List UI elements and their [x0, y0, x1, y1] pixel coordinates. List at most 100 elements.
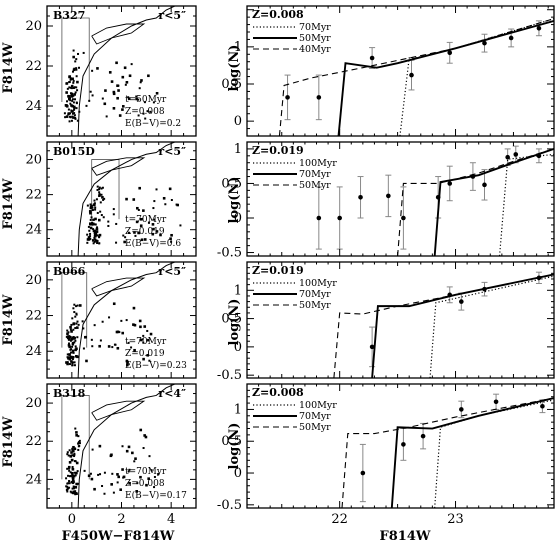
star-point — [72, 480, 75, 484]
star-point — [91, 69, 94, 72]
star-point — [112, 90, 116, 94]
star-point — [115, 61, 118, 65]
star-point — [76, 326, 79, 329]
star-point — [77, 66, 80, 69]
star-point — [117, 89, 120, 92]
star-point — [69, 92, 72, 95]
star-point — [67, 357, 70, 360]
star-point — [86, 204, 89, 207]
star-point — [98, 186, 101, 189]
star-point — [93, 232, 96, 235]
star-point — [132, 323, 135, 326]
star-point — [74, 427, 77, 430]
isochrone-line — [77, 384, 177, 508]
star-point — [91, 221, 94, 224]
star-point — [68, 363, 71, 366]
star-point — [72, 361, 75, 364]
star-point — [77, 448, 80, 451]
star-point — [127, 97, 131, 100]
star-point — [157, 473, 160, 476]
y-tick-label: 0 — [234, 466, 242, 481]
star-point — [70, 323, 73, 326]
star-point — [114, 343, 117, 346]
star-point — [125, 359, 128, 362]
star-point — [67, 487, 70, 490]
star-point — [64, 116, 67, 119]
legend-metallicity: Z=0.019 — [252, 264, 304, 277]
model-curve-40myr — [278, 18, 554, 136]
star-point — [72, 81, 75, 84]
star-point — [71, 99, 74, 102]
star-point — [96, 241, 99, 244]
star-point — [117, 475, 121, 479]
star-point — [152, 207, 155, 210]
star-point — [144, 117, 147, 120]
star-point — [98, 444, 102, 448]
star-point — [150, 469, 153, 472]
star-point — [139, 338, 143, 342]
star-point — [66, 485, 69, 488]
y-tick-label: 0.5 — [221, 312, 242, 327]
model-curve-50myr — [333, 273, 554, 378]
star-point — [132, 306, 136, 310]
star-point — [73, 471, 76, 474]
star-point — [67, 113, 70, 116]
star-point — [73, 337, 76, 340]
star-point — [86, 241, 89, 244]
legend-label: 70Myr — [299, 411, 331, 422]
star-point — [64, 104, 68, 107]
star-point — [121, 75, 125, 79]
star-point — [68, 461, 72, 464]
selection-box — [61, 395, 90, 480]
y-tick-label: 20 — [25, 396, 42, 411]
star-point — [68, 482, 71, 485]
star-point — [136, 206, 139, 210]
star-point — [115, 222, 118, 225]
y-tick-label: 24 — [25, 472, 42, 487]
cmd-plot-area — [61, 262, 177, 378]
data-point — [360, 470, 366, 476]
star-point — [89, 90, 92, 93]
star-point — [70, 110, 74, 113]
x-tick-label: 23 — [447, 512, 464, 527]
isochrone-loop — [91, 400, 146, 421]
star-point — [73, 487, 76, 490]
star-point — [70, 87, 73, 90]
y-tick-label: 1 — [234, 142, 242, 157]
star-point — [96, 240, 99, 243]
star-point — [69, 475, 72, 478]
star-point — [68, 449, 71, 452]
star-point — [130, 63, 133, 66]
star-point — [66, 453, 69, 456]
star-point — [76, 320, 79, 323]
model-param: Z=0.019 — [125, 349, 165, 359]
star-point — [71, 447, 74, 450]
star-point — [72, 490, 75, 493]
y-tick-label: 0 — [234, 114, 242, 129]
star-point — [67, 344, 71, 347]
y-tick-label: 22 — [25, 434, 42, 449]
star-point — [153, 486, 156, 489]
star-point — [98, 233, 102, 237]
star-point — [142, 209, 145, 212]
star-point — [124, 83, 127, 86]
star-point — [71, 104, 74, 108]
star-point — [98, 188, 101, 191]
star-point — [119, 488, 122, 491]
star-point — [73, 361, 76, 364]
star-point — [71, 487, 74, 490]
star-point — [125, 449, 129, 453]
star-point — [101, 485, 104, 488]
star-point — [91, 209, 94, 212]
data-point — [447, 50, 453, 56]
y-tick-label: 24 — [25, 344, 42, 359]
cluster-name: B066 — [53, 265, 86, 278]
star-point — [95, 232, 98, 235]
star-point — [101, 320, 104, 323]
star-point — [107, 345, 111, 348]
star-point — [73, 107, 76, 110]
cmd-plot-area — [61, 6, 177, 136]
star-point — [85, 104, 88, 107]
